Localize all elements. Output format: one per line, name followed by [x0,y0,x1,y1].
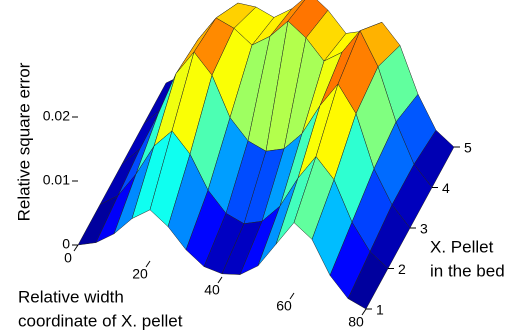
y-tick-label: 3 [420,221,428,237]
z-tick-label: 0 [62,236,70,252]
y-axis-label: X. Pellet [430,237,494,256]
x-tick-label: 80 [348,314,364,330]
x-axis-label: Relative width [18,287,124,306]
x-tick [289,292,295,300]
y-tick-label: 4 [442,180,450,196]
x-tick [145,260,151,268]
surface [77,0,455,310]
y-axis-label: in the bed [430,261,505,280]
z-axis-label: Relative square error [14,62,33,221]
y-tick-label: 2 [398,261,406,277]
x-tick-label: 40 [204,282,220,298]
x-tick [361,308,367,316]
x-tick [73,244,79,252]
x-axis-label: coordinate of X. pellet [18,311,183,330]
x-tick [217,276,223,284]
z-tick-label: 0.02 [43,108,70,124]
x-tick-label: 0 [64,250,72,266]
y-tick-label: 5 [464,140,472,156]
y-tick-label: 1 [376,302,384,318]
x-tick-label: 60 [276,298,292,314]
x-tick-label: 20 [132,266,148,282]
z-tick-label: 0.01 [43,172,70,188]
